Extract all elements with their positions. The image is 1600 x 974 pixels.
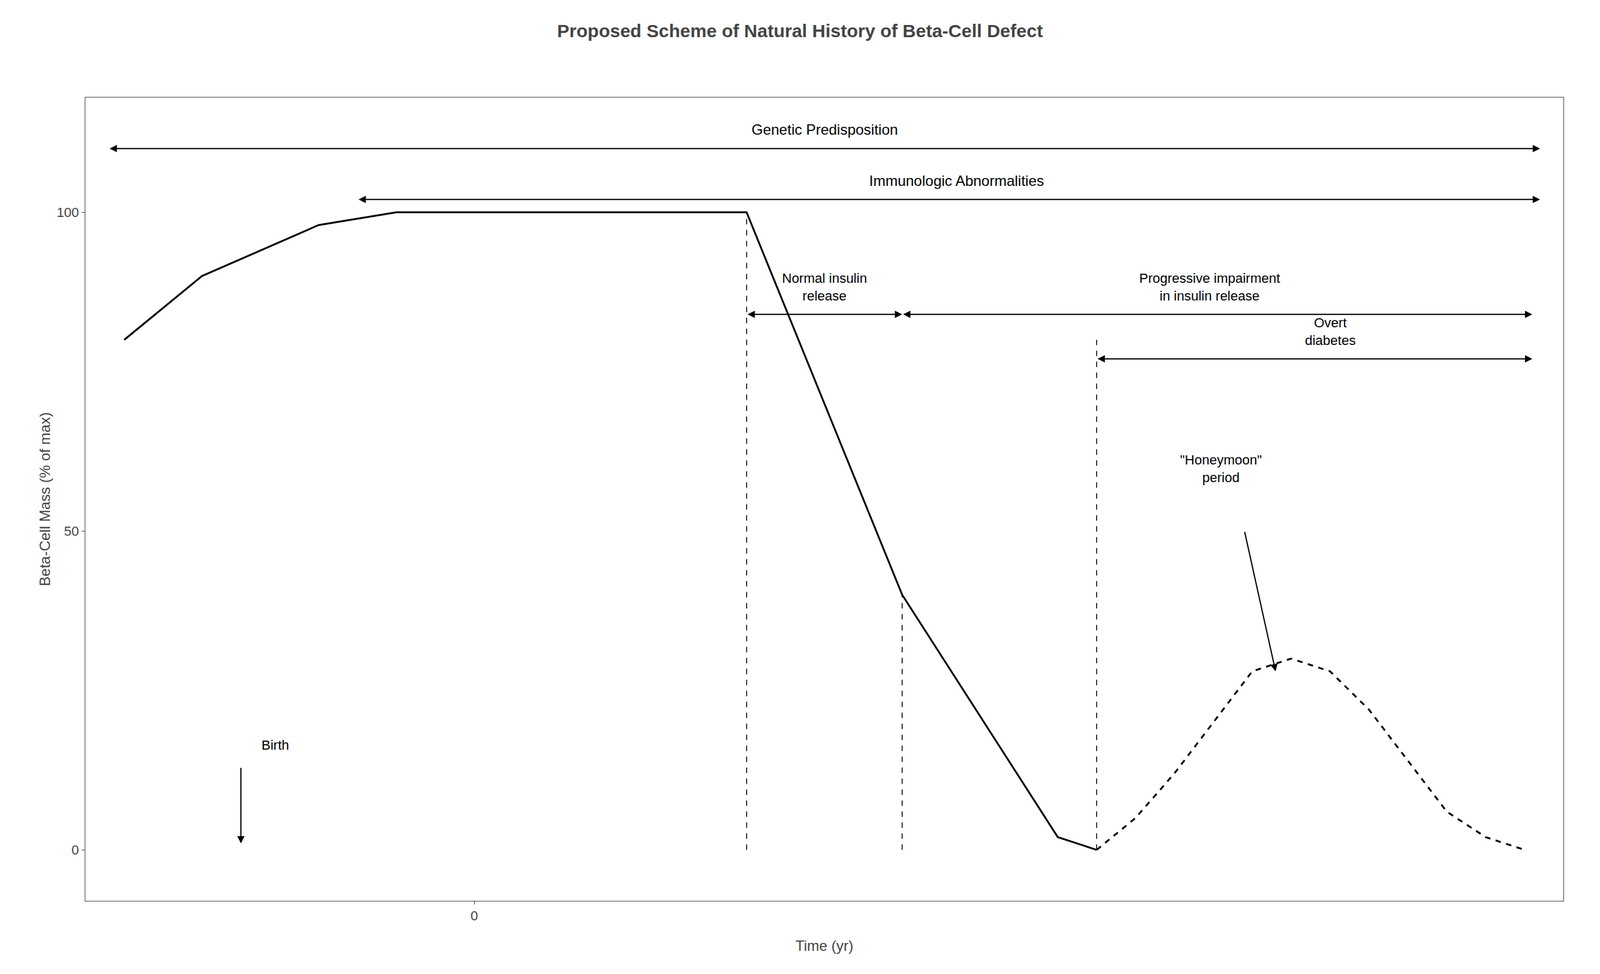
svg-text:Proposed Scheme of Natural His: Proposed Scheme of Natural History of Be… <box>557 20 1043 41</box>
svg-text:Overtdiabetes: Overtdiabetes <box>1304 315 1356 349</box>
svg-text:Progressive impairmentin insul: Progressive impairmentin insulin release <box>1139 270 1280 304</box>
svg-text:Normal insulinrelease: Normal insulinrelease <box>782 270 867 304</box>
svg-text:Beta-Cell Mass (% of max): Beta-Cell Mass (% of max) <box>36 412 54 586</box>
svg-text:50: 50 <box>64 523 79 539</box>
svg-text:"Honeymoon"period: "Honeymoon"period <box>1180 452 1262 486</box>
svg-text:0: 0 <box>71 842 79 858</box>
svg-text:Immunologic Abnormalities: Immunologic Abnormalities <box>869 172 1045 189</box>
svg-text:Genetic Predisposition: Genetic Predisposition <box>751 121 898 138</box>
svg-text:Time (yr): Time (yr) <box>795 937 854 954</box>
svg-text:100: 100 <box>56 204 80 221</box>
svg-text:0: 0 <box>470 908 478 924</box>
svg-text:Birth: Birth <box>261 737 289 753</box>
